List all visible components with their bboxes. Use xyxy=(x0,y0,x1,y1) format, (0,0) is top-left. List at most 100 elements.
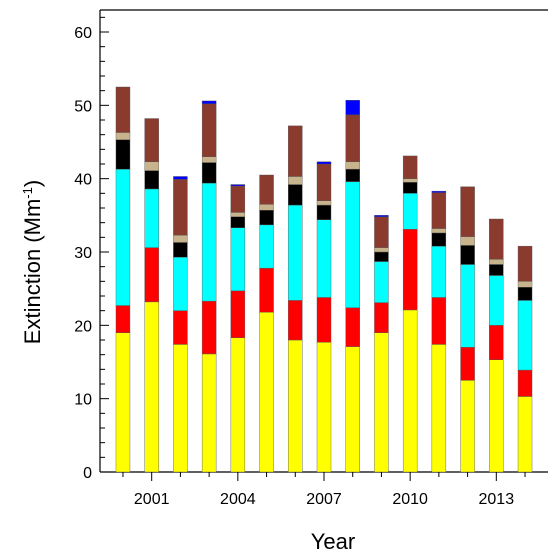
bar-segment xyxy=(489,264,504,276)
x-tick-label: 2013 xyxy=(479,491,515,508)
bar-segment xyxy=(345,168,360,182)
bar-segment xyxy=(173,179,188,236)
bar-segment xyxy=(259,174,274,205)
bar-segment xyxy=(374,215,389,218)
bar-segment xyxy=(460,245,475,265)
bar-segment xyxy=(173,242,188,258)
bar-segment xyxy=(517,369,533,397)
bar-segment xyxy=(144,247,159,303)
y-tick-label: 0 xyxy=(83,465,92,482)
bar-segment xyxy=(230,185,246,213)
bar-segment xyxy=(402,193,418,230)
x-tick-label: 2001 xyxy=(134,491,170,508)
y-axis-title: Extinction (Mm-1) xyxy=(20,180,45,344)
bar-segment xyxy=(431,192,447,229)
bar-segment xyxy=(288,125,303,177)
bar-segment xyxy=(144,161,159,171)
bar-segment xyxy=(316,204,332,220)
bar-segment xyxy=(316,342,332,473)
bar-stacks xyxy=(115,86,533,473)
bar-segment xyxy=(115,332,131,473)
bar-segment xyxy=(374,302,389,333)
bar-segment xyxy=(201,100,217,105)
x-tick-label: 2010 xyxy=(392,491,428,508)
y-tick-label: 50 xyxy=(74,98,92,115)
bar-segment xyxy=(230,337,246,473)
y-tick-label: 10 xyxy=(74,392,92,409)
bar-segment xyxy=(374,332,389,473)
bar-segment xyxy=(230,290,246,338)
bar-segment xyxy=(345,114,360,163)
bar-segment xyxy=(431,245,447,298)
bar-segment xyxy=(431,228,447,234)
bar-segment xyxy=(230,227,246,292)
y-axis-title-close: ) xyxy=(20,180,45,187)
y-tick-label: 40 xyxy=(74,172,92,189)
bar-segment xyxy=(374,247,389,253)
bar-segment xyxy=(402,178,418,183)
bar-segment xyxy=(115,86,131,133)
bar-segment xyxy=(517,300,533,371)
bar-segment xyxy=(345,161,360,170)
bar-segment xyxy=(173,344,188,473)
bar-segment xyxy=(374,216,389,248)
bar-segment xyxy=(201,353,217,473)
bar-segment xyxy=(115,305,131,333)
bar-segment xyxy=(259,311,274,473)
bar-segment xyxy=(201,182,217,302)
bar-segment xyxy=(345,181,360,308)
y-axis: 0 10 20 30 40 50 60 xyxy=(74,16,109,482)
y-axis-title-main: Extinction (Mm xyxy=(20,199,45,344)
x-tick-label: 2007 xyxy=(306,491,342,508)
bar-segment xyxy=(115,132,131,141)
bar-segment xyxy=(288,184,303,206)
y-tick-label: 60 xyxy=(74,25,92,42)
bar-segment xyxy=(460,380,475,473)
bar-segment xyxy=(173,176,188,180)
bar-segment xyxy=(431,232,447,247)
bar-segment xyxy=(316,219,332,298)
x-axis-title: Year xyxy=(311,529,355,554)
bar-segment xyxy=(460,236,475,246)
bar-segment xyxy=(115,139,131,170)
bar-segment xyxy=(259,224,274,269)
bar-segment xyxy=(144,170,159,190)
bar-segment xyxy=(144,301,159,473)
bar-segment xyxy=(115,168,131,306)
bar-segment xyxy=(230,184,246,187)
bar-segment xyxy=(489,325,504,360)
bar-segment xyxy=(374,251,389,262)
bar-segment xyxy=(316,163,332,201)
bar-segment xyxy=(431,190,447,193)
bar-segment xyxy=(316,200,332,206)
bar-segment xyxy=(316,297,332,343)
bar-segment xyxy=(259,209,274,226)
bar-segment xyxy=(288,176,303,185)
bar-segment xyxy=(144,188,159,248)
bar-segment xyxy=(489,218,504,260)
bar-segment xyxy=(402,309,418,473)
bar-segment xyxy=(288,204,303,301)
bar-segment xyxy=(259,204,274,211)
bar-segment xyxy=(460,347,475,381)
bar-segment xyxy=(402,229,418,311)
bar-segment xyxy=(489,359,504,473)
bar-segment xyxy=(517,396,533,473)
bar-segment xyxy=(402,155,418,179)
bar-segment xyxy=(489,259,504,265)
bar-segment xyxy=(201,162,217,184)
bar-segment xyxy=(489,275,504,326)
bar-segment xyxy=(460,186,475,237)
bar-segment xyxy=(460,264,475,348)
bar-segment xyxy=(345,307,360,347)
bar-segment xyxy=(201,300,217,355)
bar-segment xyxy=(345,99,360,116)
bar-segment xyxy=(374,261,389,303)
bar-segment xyxy=(517,245,533,282)
bar-segment xyxy=(144,118,159,162)
y-tick-label: 30 xyxy=(74,245,92,262)
bar-segment xyxy=(173,234,188,243)
bar-segment xyxy=(201,156,217,163)
